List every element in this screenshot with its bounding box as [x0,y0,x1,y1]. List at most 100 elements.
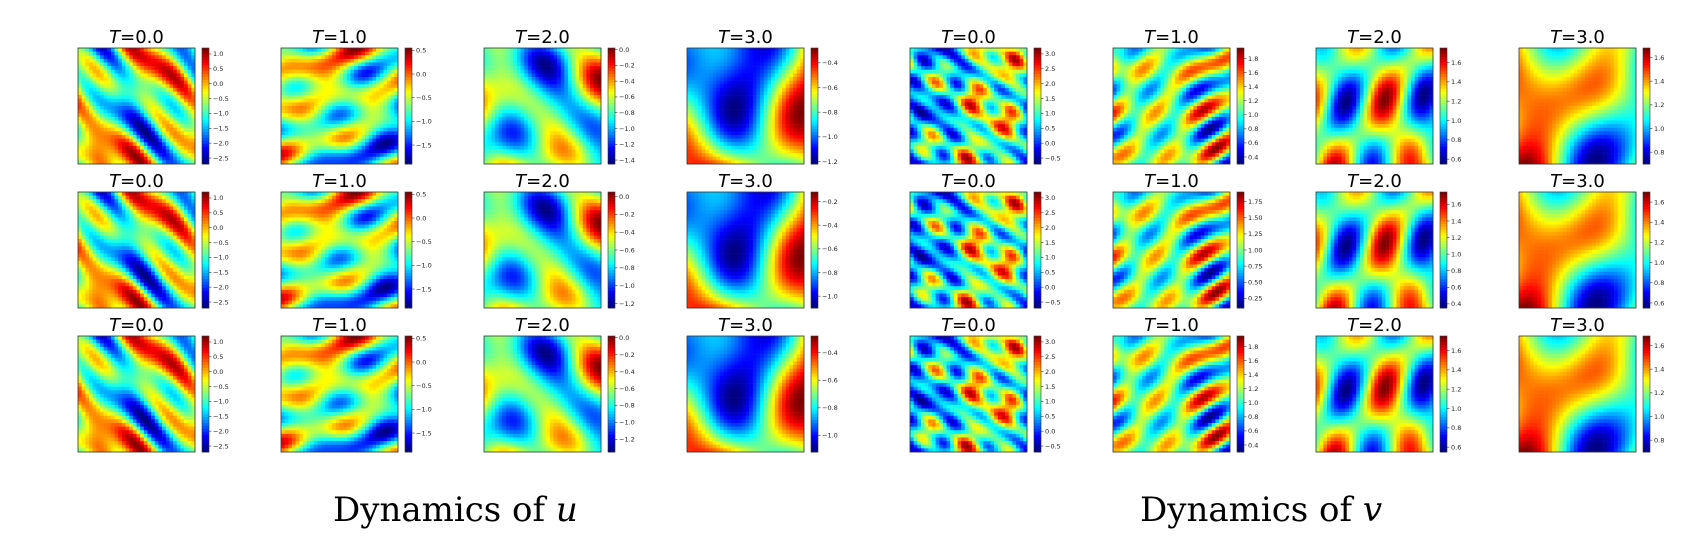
heatmap-cell [118,106,122,110]
heatmap-cell [155,63,159,67]
heatmap-cell [318,128,322,132]
heatmap-cell [535,146,539,150]
colorbar-step [811,126,818,129]
heatmap-cell [387,95,391,99]
heatmap-cell [513,135,517,139]
heatmap-cell [532,124,536,128]
colorbar-step [405,121,412,124]
heatmap-cell [694,113,698,117]
heatmap-cell [771,128,775,132]
heatmap-cell [173,95,177,99]
heatmap-cell [506,113,510,117]
heatmap-cell [786,55,790,59]
heatmap-cell [85,110,89,114]
heatmap-cell [775,153,779,157]
heatmap-cell [517,139,521,143]
heatmap-cell [709,48,713,52]
heatmap-cell [749,73,753,77]
heatmap-cell [543,59,547,63]
heatmap-cell [594,117,598,121]
heatmap-cell [350,153,354,157]
heatmap-cell [180,210,184,214]
heatmap-cell [727,73,731,77]
heatmap-cell [144,55,148,59]
heatmap-cell [173,124,177,128]
heatmap-cell [756,73,760,77]
heatmap-cell [564,84,568,88]
heatmap-cell [767,92,771,96]
heatmap-cell [553,150,557,154]
heatmap-cell [318,121,322,125]
heatmap-cell [177,203,181,207]
heatmap-cell [797,66,801,70]
heatmap-cell [158,146,162,150]
heatmap-cell [361,52,365,56]
heatmap-cell [746,135,750,139]
heatmap-cell [579,146,583,150]
heatmap-cell [528,73,532,77]
heatmap-cell [85,236,89,240]
heatmap-cell [329,48,333,52]
heatmap-cell [786,128,790,132]
heatmap-cell [786,77,790,81]
heatmap-cell [299,131,303,135]
heatmap-cell [789,150,793,154]
heatmap-cell [532,63,536,67]
heatmap-cell [329,110,333,114]
heatmap-cell [361,157,365,161]
heatmap-cell [358,88,362,92]
heatmap-cell [85,135,89,139]
heatmap-cell [180,135,184,139]
heatmap-cell [771,131,775,135]
heatmap-cell [100,70,104,74]
heatmap-cell [535,113,539,117]
heatmap-cell [561,63,565,67]
heatmap-cell [104,128,108,132]
heatmap-cell [387,70,391,74]
heatmap-cell [281,121,285,125]
heatmap-cell [107,243,111,247]
heatmap-cell [376,157,380,161]
heatmap-cell [140,55,144,59]
heatmap-cell [166,214,170,218]
heatmap-cell [561,95,565,99]
heatmap-cell [169,128,173,132]
heatmap-cell [89,199,93,203]
heatmap-cell [281,73,285,77]
heatmap-cell [590,81,594,85]
heatmap-cell [104,95,108,99]
colorbar-step [811,83,818,86]
heatmap-cell [583,84,587,88]
heatmap-cell [713,70,717,74]
heatmap-cell [82,250,86,254]
heatmap-cell [144,239,148,243]
heatmap-cell [292,73,296,77]
heatmap-cell [771,66,775,70]
heatmap-cell [111,117,115,121]
heatmap-cell [583,55,587,59]
heatmap-cell [281,110,285,114]
heatmap-cell [140,243,144,247]
heatmap-cell [557,157,561,161]
heatmap-cell [753,102,757,106]
heatmap-cell [691,139,695,143]
heatmap-cell [546,106,550,110]
heatmap-cell [376,48,380,52]
heatmap-cell [502,102,506,106]
heatmap-cell [321,66,325,70]
heatmap-cell [760,55,764,59]
heatmap-cell [336,153,340,157]
heatmap-cell [539,146,543,150]
heatmap-cell [568,150,572,154]
heatmap-cell [590,66,594,70]
heatmap-cell [502,121,506,125]
heatmap-cell [506,52,510,56]
heatmap-cell [756,84,760,88]
heatmap-cell [169,146,173,150]
heatmap-cell [789,131,793,135]
heatmap-cell [786,73,790,77]
heatmap-cell [115,239,119,243]
heatmap-cell [343,92,347,96]
heatmap-cell [100,52,104,56]
heatmap-cell [96,113,100,117]
